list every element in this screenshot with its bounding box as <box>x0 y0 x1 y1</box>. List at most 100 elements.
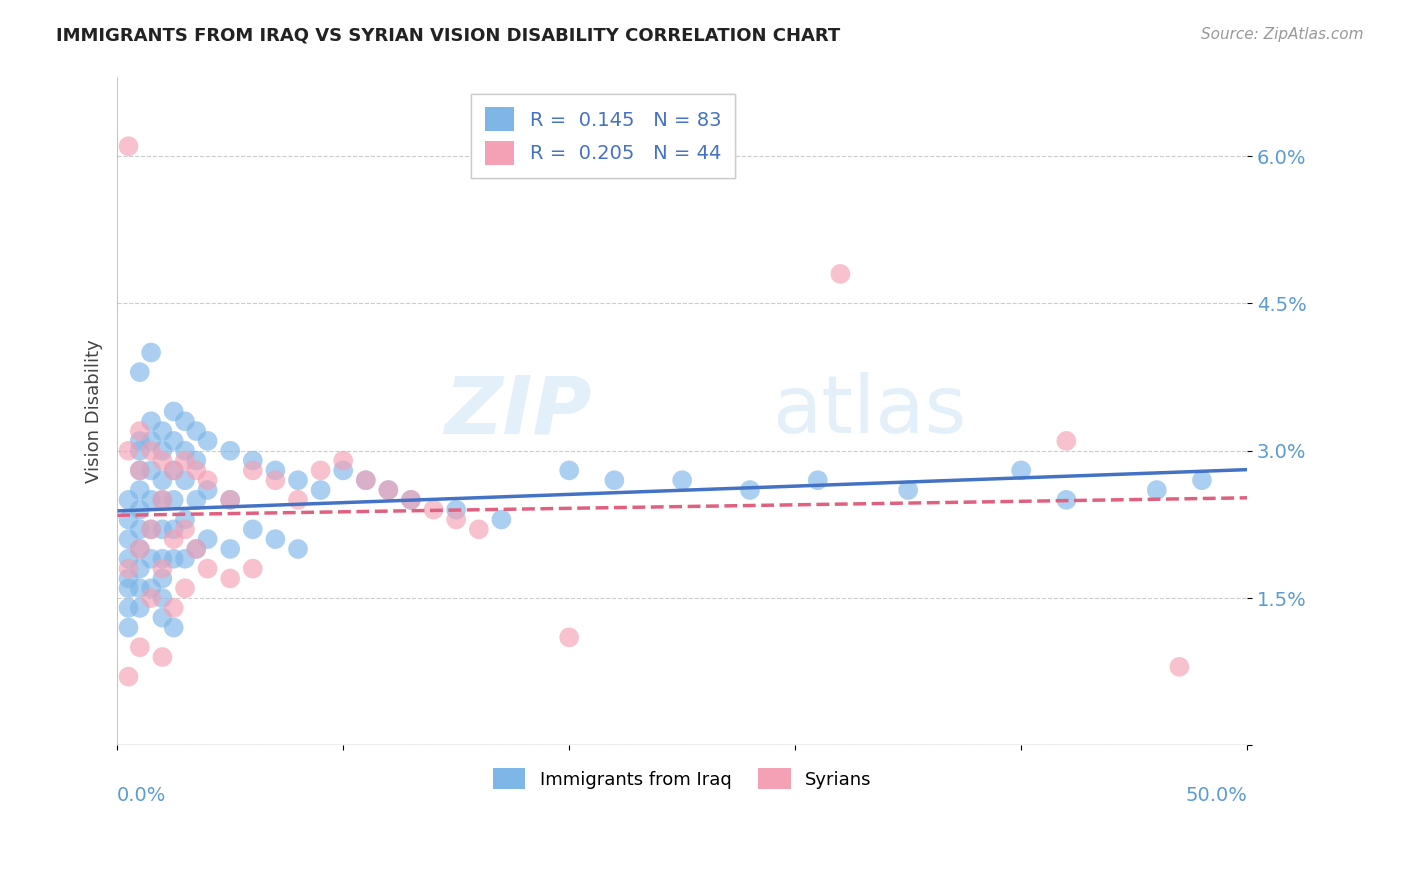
Point <box>354 473 377 487</box>
Point <box>264 473 287 487</box>
Point <box>219 571 242 585</box>
Point <box>354 473 377 487</box>
Point <box>150 492 173 507</box>
Point <box>117 670 139 684</box>
Point <box>738 483 761 497</box>
Point <box>150 522 173 536</box>
Point <box>139 443 162 458</box>
Point <box>174 453 197 467</box>
Point <box>163 463 186 477</box>
Point <box>150 561 173 575</box>
Point <box>558 631 581 645</box>
Point <box>150 551 173 566</box>
Point <box>558 463 581 477</box>
Point <box>242 561 264 575</box>
Point <box>117 621 139 635</box>
Point <box>444 512 467 526</box>
Point <box>186 541 208 556</box>
Point <box>186 424 208 438</box>
Point <box>197 561 219 575</box>
Point <box>219 541 242 556</box>
Point <box>150 611 173 625</box>
Point <box>163 463 186 477</box>
Point <box>444 502 467 516</box>
Point <box>139 551 162 566</box>
Point <box>219 492 242 507</box>
Point <box>139 434 162 448</box>
Point <box>287 541 309 556</box>
Point <box>174 522 197 536</box>
Point <box>128 434 150 448</box>
Point <box>150 492 173 507</box>
Point <box>287 473 309 487</box>
Point <box>1191 473 1213 487</box>
Point <box>1054 492 1077 507</box>
Point <box>163 492 186 507</box>
Point <box>139 463 162 477</box>
Point <box>150 650 173 665</box>
Point <box>242 453 264 467</box>
Point <box>117 561 139 575</box>
Point <box>139 591 162 605</box>
Point <box>139 522 162 536</box>
Point <box>174 512 197 526</box>
Point <box>128 541 150 556</box>
Point <box>897 483 920 497</box>
Point <box>830 267 852 281</box>
Point <box>139 581 162 595</box>
Point <box>163 551 186 566</box>
Point <box>150 571 173 585</box>
Point <box>186 492 208 507</box>
Point <box>117 512 139 526</box>
Point <box>174 443 197 458</box>
Text: atlas: atlas <box>772 373 967 450</box>
Point <box>150 473 173 487</box>
Point <box>117 492 139 507</box>
Point <box>117 571 139 585</box>
Point <box>163 404 186 418</box>
Point <box>287 492 309 507</box>
Point <box>128 463 150 477</box>
Point <box>174 473 197 487</box>
Point <box>139 492 162 507</box>
Point <box>186 541 208 556</box>
Point <box>128 561 150 575</box>
Point <box>139 522 162 536</box>
Point <box>117 139 139 153</box>
Point <box>150 424 173 438</box>
Point <box>1054 434 1077 448</box>
Point <box>163 434 186 448</box>
Point <box>422 502 444 516</box>
Point <box>309 463 332 477</box>
Point <box>128 443 150 458</box>
Point <box>150 443 173 458</box>
Point <box>197 483 219 497</box>
Point <box>332 463 354 477</box>
Text: Source: ZipAtlas.com: Source: ZipAtlas.com <box>1201 27 1364 42</box>
Point <box>264 532 287 546</box>
Point <box>1010 463 1032 477</box>
Text: 0.0%: 0.0% <box>117 786 166 805</box>
Point <box>139 345 162 359</box>
Point <box>117 443 139 458</box>
Point <box>128 502 150 516</box>
Point <box>128 522 150 536</box>
Point <box>128 483 150 497</box>
Point <box>468 522 491 536</box>
Text: IMMIGRANTS FROM IRAQ VS SYRIAN VISION DISABILITY CORRELATION CHART: IMMIGRANTS FROM IRAQ VS SYRIAN VISION DI… <box>56 27 841 45</box>
Point <box>117 601 139 615</box>
Point <box>117 551 139 566</box>
Legend: R =  0.145   N = 83, R =  0.205   N = 44: R = 0.145 N = 83, R = 0.205 N = 44 <box>471 94 735 178</box>
Point <box>174 551 197 566</box>
Point <box>242 522 264 536</box>
Point <box>128 463 150 477</box>
Point <box>603 473 626 487</box>
Point <box>399 492 422 507</box>
Point <box>186 453 208 467</box>
Point <box>1146 483 1168 497</box>
Point <box>264 463 287 477</box>
Point <box>139 414 162 428</box>
Point <box>174 414 197 428</box>
Point <box>163 601 186 615</box>
Point <box>186 463 208 477</box>
